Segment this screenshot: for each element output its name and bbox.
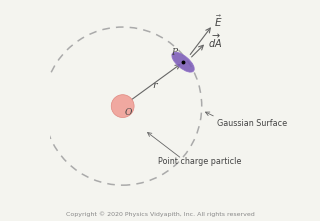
Text: r: r [152,81,157,90]
Circle shape [111,95,134,118]
Text: Gaussian Surface: Gaussian Surface [217,119,287,128]
Ellipse shape [172,52,194,72]
Text: O: O [124,108,132,117]
Text: Copyright © 2020 Physics Vidyapith, Inc. All rights reserved: Copyright © 2020 Physics Vidyapith, Inc.… [66,211,254,217]
Text: $\overrightarrow{dA}$: $\overrightarrow{dA}$ [208,32,222,50]
Text: Point charge particle: Point charge particle [158,156,241,166]
Text: P: P [171,48,177,57]
Text: $\vec{E}$: $\vec{E}$ [214,14,223,29]
